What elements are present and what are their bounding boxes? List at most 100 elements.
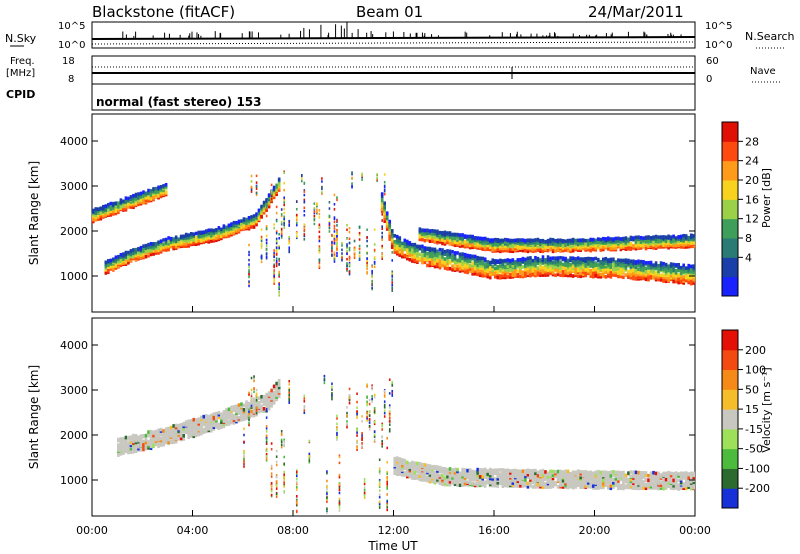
echo-cell [463,234,467,238]
echo-cell [504,258,507,263]
echo-cell [476,236,479,240]
echo-cell [637,277,640,281]
echo-cell [569,273,572,278]
echo-cell [403,238,407,243]
echo-cell [539,273,542,278]
echo-cell [446,467,449,472]
echo-cell [619,263,623,268]
echo-cell [255,402,258,407]
echo-cell [144,198,148,203]
echo-scatter [318,209,321,212]
echo-scatter [326,470,328,473]
echo-cell [586,266,590,271]
echo-cell [659,267,663,271]
echo-scatter [300,174,303,177]
echo-cell [107,204,110,209]
echo-cell [534,263,537,268]
echo-cell [664,267,668,272]
echo-cell [428,229,432,233]
echo-cell [501,484,505,489]
echo-cell [468,472,472,477]
echo-cell [669,235,673,239]
echo-cell [240,411,243,415]
echo-scatter [378,470,381,473]
echo-cell [245,221,248,226]
echo-cell [260,204,263,209]
echo-cell [398,249,402,254]
echo-scatter [273,249,275,252]
echo-cell [192,434,196,439]
echo-cell [104,271,108,275]
echo-cell [483,266,487,271]
echo-cell [624,258,628,262]
echo-cell [554,256,557,261]
echo-cell [177,429,180,434]
echo-scatter [273,254,275,257]
echo-cell [574,263,577,268]
echo-cell [433,466,437,471]
echo-cell [436,229,439,234]
echo-scatter [378,502,381,506]
echo-cell [486,262,490,266]
echo-cell [207,417,211,421]
echo-cell [514,265,517,270]
echo-cell [252,413,256,418]
echo-scatter [303,394,306,398]
echo-cell [217,412,221,417]
echo-cell [267,193,271,197]
echo-cell [468,468,472,472]
echo-cell [501,273,505,278]
echo-cell [692,234,696,238]
echo-cell [438,261,442,266]
echo-scatter [250,185,253,189]
echo-cell [431,469,434,474]
echo-scatter [371,279,373,283]
echo-cell [569,240,572,245]
echo-scatter [250,398,253,402]
echo-scatter [278,270,280,274]
echo-cell [521,240,525,244]
echo-cell [431,475,434,479]
echo-cell [642,275,645,279]
echo-cell [642,259,645,264]
echo-cell [468,478,472,483]
echo-cell [637,242,640,246]
echo-cell [227,409,231,413]
echo-scatter [356,448,358,451]
echo-cell [184,420,188,424]
echo-cell [400,473,404,477]
echo-cell [431,232,434,236]
echo-scatter [391,270,394,274]
echo-cell [119,198,123,202]
echo-cell [426,466,429,471]
echo-cell [172,440,175,444]
echo-scatter [255,392,258,396]
echo-cell [506,258,510,262]
echo-cell [99,216,103,221]
echo-cell [149,437,153,441]
echo-cell [684,240,688,245]
echo-cell [556,272,560,277]
echo-scatter [356,412,358,416]
echo-cell [677,242,680,247]
echo-scatter [328,222,331,225]
echo-scatter [248,416,250,420]
echo-cell [174,423,178,428]
echo-cell [554,267,557,272]
echo-cell [649,269,653,273]
echo-cell [164,439,168,443]
echo-cell [416,468,419,473]
echo-scatter [366,239,368,243]
echo-cell [122,445,125,450]
echo-cell [202,417,206,421]
echo-cell [483,467,487,472]
echo-cell [132,433,135,438]
echo-cell [574,269,577,274]
freq-label-line1: Freq. [10,56,35,67]
echo-scatter [356,392,358,396]
echo-cell [421,462,424,467]
echo-cell [488,272,492,276]
echo-cell [194,231,198,236]
echo-scatter [326,486,328,489]
echo-scatter [275,247,278,251]
